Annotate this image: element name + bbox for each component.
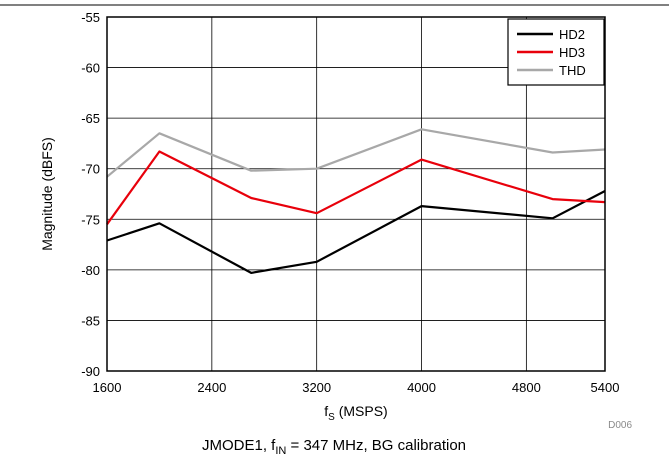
y-axis-title: Magnitude (dBFS)	[39, 137, 55, 251]
caption-subscript: IN	[275, 445, 286, 454]
y-tick-label: -75	[81, 212, 100, 227]
legend-label-thd: THD	[559, 63, 586, 78]
legend-label-hd2: HD2	[559, 27, 585, 42]
tick-labels: 1600 2400 3200 4000 4800 5400 -55 -60 -65 -70 -75 -…	[81, 10, 619, 395]
caption-prefix: JMODE1, f	[202, 437, 276, 454]
plot-frame	[106, 16, 606, 372]
x-tick-label: 2400	[197, 380, 226, 395]
x-tick-label: 1600	[93, 380, 122, 395]
x-axis-title-rest: (MSPS)	[335, 403, 388, 419]
figure-caption: JMODE1, fIN = 347 MHz, BG calibration	[202, 437, 466, 454]
series-line-thd	[106, 128, 606, 178]
series-line-hd3	[106, 150, 606, 225]
y-tick-label: -90	[81, 364, 100, 379]
x-tick-label: 4800	[512, 380, 541, 395]
y-tick-label: -60	[81, 61, 100, 76]
x-tick-label: 5400	[591, 380, 620, 395]
y-tick-label: -65	[81, 111, 100, 126]
legend: HD2 HD3 THD	[507, 18, 605, 86]
y-tick-label: -80	[81, 263, 100, 278]
series-layer	[106, 128, 606, 274]
y-tick-label: -55	[81, 10, 100, 25]
figure-id: D006	[608, 420, 632, 431]
x-axis-title: fS (MSPS)	[324, 403, 387, 423]
x-tick-label: 3200	[302, 380, 331, 395]
legend-label-hd3: HD3	[559, 45, 585, 60]
series-line-hd2	[106, 190, 606, 274]
caption-suffix: = 347 MHz, BG calibration	[286, 437, 466, 454]
x-axis-title-subscript: S	[328, 412, 335, 423]
y-tick-label: -85	[81, 313, 100, 328]
x-axis-title-main: f	[324, 403, 328, 419]
x-tick-label: 4000	[407, 380, 436, 395]
y-tick-label: -70	[81, 162, 100, 177]
